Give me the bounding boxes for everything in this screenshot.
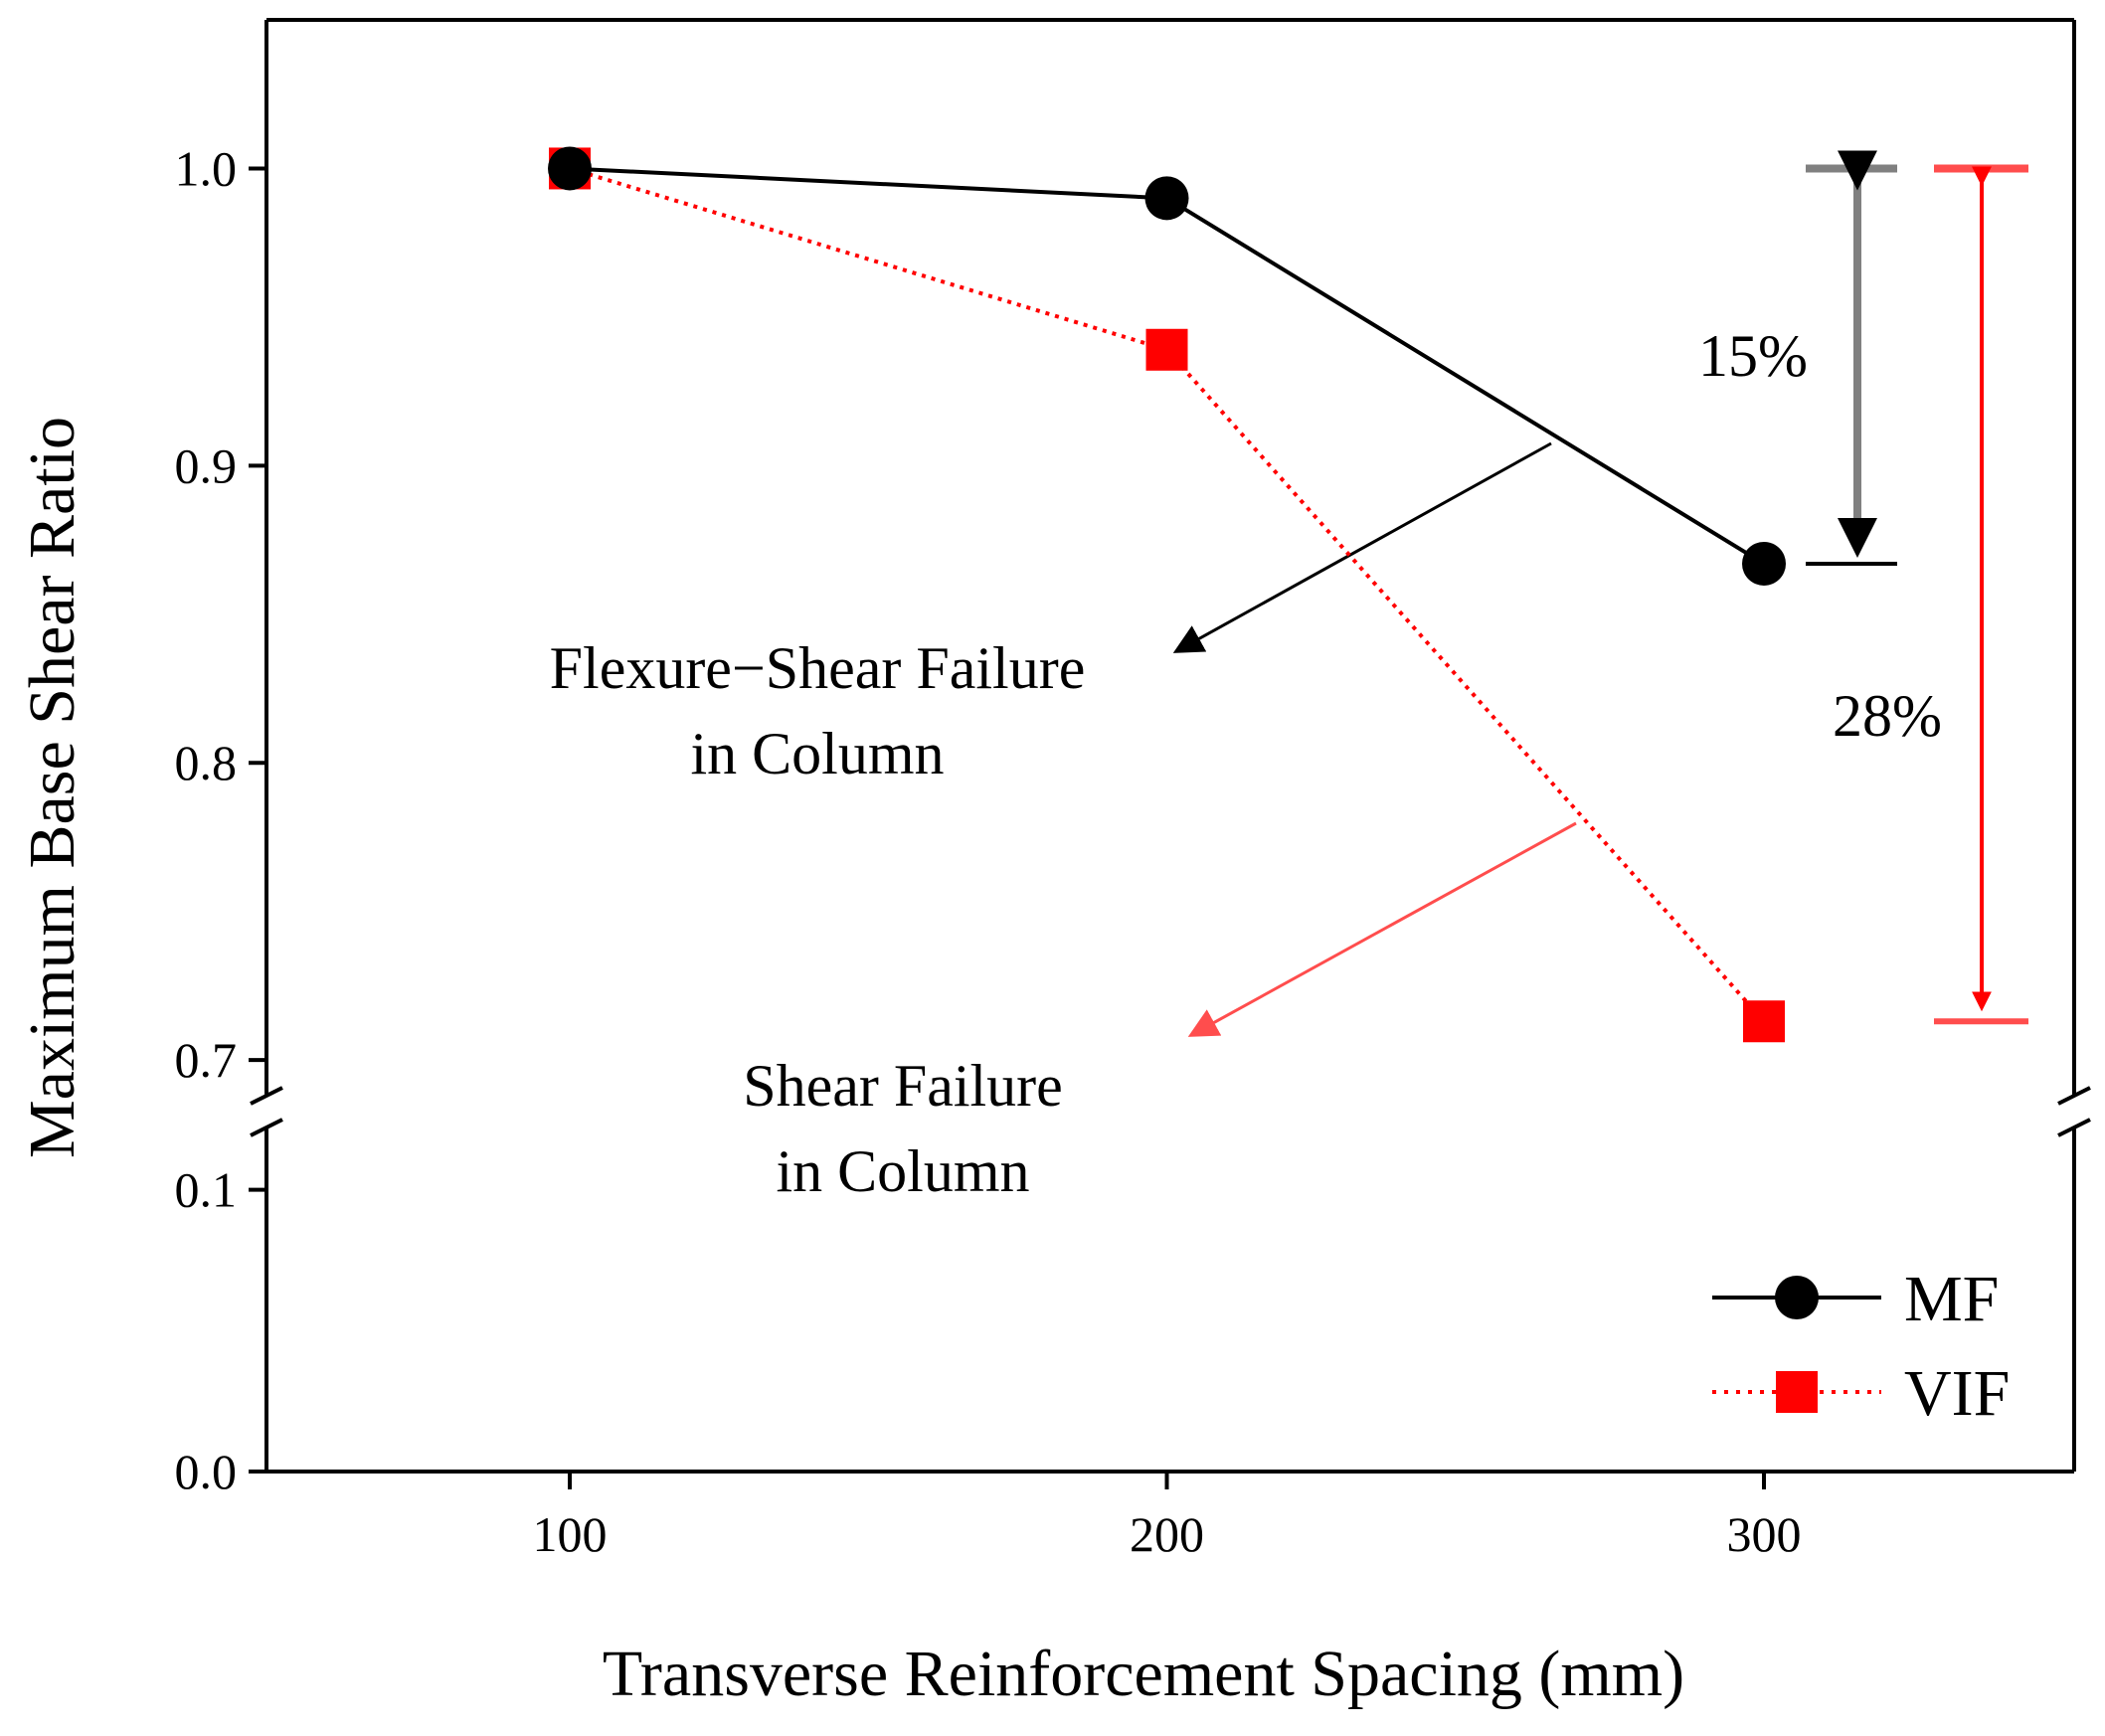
series-layer <box>548 146 2028 1043</box>
y-axis-ticks: 0.7 0.8 0.9 1.0 0.0 0.1 <box>175 140 266 1499</box>
y-tick-label: 0.0 <box>175 1444 238 1499</box>
plot-frame <box>250 18 2091 1474</box>
series-line-vif <box>569 166 1766 1023</box>
vif-failure-arrow <box>1187 821 1577 1037</box>
mf-failure-label-line1: Flexure−Shear Failure <box>550 635 1086 701</box>
vif-failure-label-line1: Shear Failure <box>743 1053 1063 1119</box>
x-axis-title: Transverse Reinforcement Spacing (mm) <box>603 1638 1684 1710</box>
x-axis-ticks: 100 200 300 <box>533 1472 1802 1562</box>
vif-drop-percent: 28% <box>1833 683 1942 749</box>
data-point-vif <box>1145 328 1188 371</box>
x-tick-label: 300 <box>1727 1506 1802 1562</box>
legend-mf-marker <box>1775 1276 1819 1319</box>
legend-mf-label: MF <box>1904 1263 1999 1335</box>
axis-break-right-bottom <box>2057 1118 2091 1137</box>
mf-failure-label-line2: in Column <box>690 721 944 786</box>
annotation-layer: 15% 28% Flexure−Shear Failure in Column … <box>550 323 1942 1204</box>
y-tick-label: 0.1 <box>175 1162 238 1218</box>
mf-drop-percent: 15% <box>1698 323 1808 389</box>
y-tick-label: 1.0 <box>175 140 238 196</box>
x-tick-label: 200 <box>1130 1506 1204 1562</box>
y-axis-title: Maximum Base Shear Ratio <box>16 417 88 1158</box>
legend: MF VIF <box>1712 1263 2010 1430</box>
vif-failure-label-line2: in Column <box>776 1138 1029 1204</box>
data-point-mf <box>1742 541 1786 586</box>
mf-failure-arrow <box>1172 441 1552 653</box>
data-point-mf <box>1144 176 1189 221</box>
legend-vif-marker <box>1776 1371 1818 1413</box>
x-tick-label: 100 <box>533 1506 608 1562</box>
axis-break-right-top <box>2057 1086 2091 1106</box>
data-point-mf <box>548 146 592 191</box>
axis-break-left-top <box>250 1086 283 1106</box>
data-point-vif <box>1743 1000 1785 1043</box>
y-tick-label: 0.7 <box>175 1032 238 1088</box>
axis-break-left-bottom <box>250 1118 283 1137</box>
y-tick-label: 0.9 <box>175 437 238 493</box>
legend-vif-label: VIF <box>1904 1357 2010 1430</box>
y-tick-label: 0.8 <box>175 735 238 790</box>
